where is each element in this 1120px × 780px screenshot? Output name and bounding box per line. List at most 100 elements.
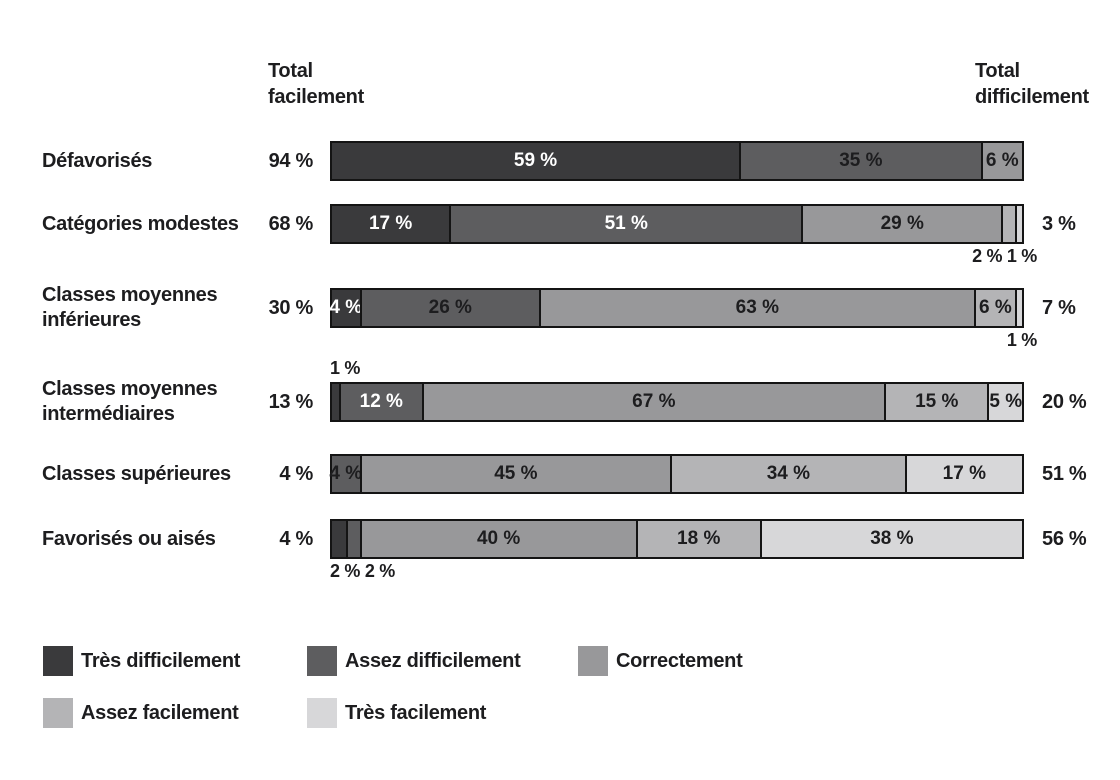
chart-row: Classes moyennes inférieures 30 % 4 % 26 % 63…	[0, 284, 1120, 350]
total-difficilement-value: 51 %	[1042, 462, 1087, 485]
segment-value-label: 15 %	[915, 391, 959, 412]
legend-label: Correctement	[616, 649, 743, 672]
segment-value-label: 63 %	[735, 297, 779, 318]
bar-segment-assez-facilement: 6 %	[973, 290, 1016, 326]
category-label-line: Défavorisés	[42, 149, 153, 172]
chart-row: Favorisés ou aisés 4 % 40 % 18 % 38 % 56 % 2 %…	[0, 519, 1120, 581]
bar-segment-assez-difficilement: 12 %	[338, 384, 422, 420]
legend-label: Assez facilement	[81, 701, 239, 724]
total-difficilement-value: 20 %	[1042, 390, 1087, 413]
bar-segment-assez-difficilement: 35 %	[739, 143, 981, 179]
category-label: Classes supérieures	[42, 454, 257, 494]
stacked-bar: 4 % 45 % 34 % 17 %	[329, 454, 1024, 494]
legend-swatch-tres-facilement	[307, 698, 337, 728]
segment-value-label: 59 %	[513, 150, 558, 171]
small-segment-callout: 1 %	[330, 358, 361, 378]
legend-label: Très facilement	[345, 701, 487, 724]
category-label: Classes moyennes intermédiaires	[42, 378, 257, 425]
stacked-bar: 59 % 35 % 6 %	[330, 141, 1024, 181]
category-label-line: intermédiaires	[42, 403, 175, 425]
small-segment-callout: 2 % 2 %	[330, 561, 395, 581]
category-label-line: inférieures	[42, 309, 141, 331]
bar-segment-correctement: 29 %	[801, 206, 1002, 242]
legend-label: Assez difficilement	[345, 649, 521, 672]
column-header-total-facilement: Total facilement	[268, 60, 364, 108]
total-facilement-value: 30 %	[268, 296, 314, 319]
category-label-line: Classes supérieures	[42, 462, 231, 485]
total-facilement-value: 94 %	[268, 149, 314, 172]
segment-value-label: 17 %	[368, 213, 413, 234]
total-facilement-value: 4 %	[279, 462, 313, 485]
bar-segment-tres-difficilement: 17 %	[332, 206, 450, 242]
stacked-bar: 4 % 26 % 63 % 6 %	[329, 288, 1024, 328]
bar-segment-tres-difficilement: 4 %	[329, 290, 363, 326]
bar-segment-correctement: 63 %	[538, 290, 974, 326]
category-label-line: Favorisés ou aisés	[42, 527, 216, 550]
bar-segment-tres-facilement	[1015, 206, 1022, 242]
total-difficilement-value: 56 %	[1042, 527, 1087, 550]
bar-segment-assez-facilement: 18 %	[635, 521, 760, 557]
legend-item-tres-difficilement: Très difficilement	[43, 646, 240, 676]
category-label: Favorisés ou aisés	[42, 519, 257, 559]
total-facilement-value: 4 %	[279, 527, 313, 550]
legend-item-tres-facilement: Très facilement	[307, 698, 486, 728]
column-header-total-difficilement: Total difficilement	[975, 60, 1089, 108]
segment-value-label: 4 %	[329, 463, 363, 484]
legend-swatch-correctement	[578, 646, 608, 676]
bar-segment-assez-facilement	[1001, 206, 1016, 242]
chart-row: Catégories modestes 68 % 17 % 51 % 29 % 3 % 2 …	[0, 204, 1120, 266]
segment-value-label: 34 %	[766, 463, 811, 484]
bar-segment-assez-difficilement: 4 %	[329, 456, 363, 492]
segment-value-label: 17 %	[942, 463, 986, 484]
bar-segment-tres-facilement: 17 %	[904, 456, 1022, 492]
bar-segment-tres-difficilement	[332, 384, 339, 420]
chart-row: Classes supérieures 4 % 4 % 45 % 34 % 17 % 51 …	[0, 454, 1120, 494]
category-label: Catégories modestes	[42, 204, 257, 244]
bar-segment-tres-facilement	[1015, 290, 1022, 326]
bar-segment-assez-difficilement: 26 %	[359, 290, 539, 326]
bar-segment-correctement: 40 %	[359, 521, 636, 557]
total-difficilement-value: 3 %	[1042, 212, 1076, 235]
legend-swatch-assez-facilement	[43, 698, 73, 728]
legend-swatch-assez-difficilement	[307, 646, 337, 676]
bar-segment-assez-facilement: 34 %	[670, 456, 905, 492]
segment-value-label: 18 %	[677, 528, 721, 549]
segment-value-label: 45 %	[494, 463, 538, 484]
legend-item-correctement: Correctement	[578, 646, 743, 676]
legend-label: Très difficilement	[81, 649, 241, 672]
segment-value-label: 6 %	[985, 150, 1019, 171]
segment-value-label: 29 %	[880, 213, 924, 234]
legend-item-assez-difficilement: Assez difficilement	[307, 646, 521, 676]
segment-value-label: 12 %	[359, 391, 403, 412]
bar-segment-correctement: 45 %	[359, 456, 671, 492]
bar-segment-assez-difficilement: 51 %	[449, 206, 802, 242]
stacked-bar: 12 % 67 % 15 % 5 %	[330, 382, 1024, 422]
segment-value-label: 26 %	[428, 297, 472, 318]
segment-value-label: 5 %	[989, 391, 1023, 412]
category-label: Défavorisés	[42, 141, 257, 181]
bar-segment-tres-difficilement	[332, 521, 346, 557]
legend-swatch-tres-difficilement	[43, 646, 73, 676]
segment-value-label: 51 %	[604, 213, 648, 234]
bar-segment-tres-facilement: 5 %	[987, 384, 1022, 420]
legend-item-assez-facilement: Assez facilement	[43, 698, 239, 728]
chart-row: Classes moyennes intermédiaires 13 % 12 % 67…	[0, 358, 1120, 425]
stacked-bar: 17 % 51 % 29 %	[330, 204, 1024, 244]
segment-value-label: 4 %	[329, 297, 363, 318]
bar-segment-assez-facilement: 15 %	[883, 384, 988, 420]
total-difficilement-value: 7 %	[1042, 296, 1076, 319]
bar-segment-correctement: 6 %	[980, 143, 1022, 179]
bar-segment-tres-facilement: 38 %	[759, 521, 1022, 557]
bar-segment-correctement: 67 %	[421, 384, 884, 420]
stacked-bar: 40 % 18 % 38 %	[330, 519, 1024, 559]
segment-value-label: 40 %	[476, 528, 521, 549]
small-segment-callout: 2 % 1 %	[972, 246, 1037, 266]
chart-row: Défavorisés 94 % 59 % 35 % 6 %	[0, 141, 1120, 181]
category-label: Classes moyennes inférieures	[42, 284, 257, 331]
segment-value-label: 35 %	[839, 150, 883, 171]
small-segment-callout: 1 %	[1006, 330, 1037, 350]
bar-segment-assez-difficilement	[345, 521, 360, 557]
segment-value-label: 38 %	[870, 528, 914, 549]
category-label-line: Classes moyennes	[42, 284, 218, 306]
